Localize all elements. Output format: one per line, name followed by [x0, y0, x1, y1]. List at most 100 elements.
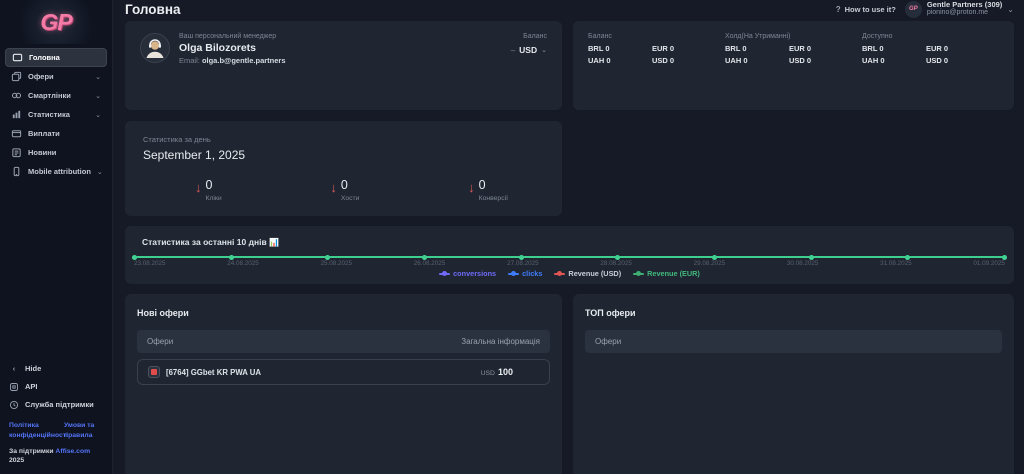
support-button[interactable]: Служба підтримки: [9, 396, 103, 414]
main-content: Головна ? How to use it? GP Gentle Partn…: [113, 0, 1024, 474]
sidebar-footer: ‹ Hide API Служба підтримки Політика кон…: [0, 360, 112, 474]
logo-text: GP: [40, 8, 72, 35]
account-avatar: GP: [904, 0, 922, 18]
balance-value: UAH 0: [725, 56, 748, 66]
sidebar-item-label: Смартлінки: [28, 91, 71, 100]
offer-row[interactable]: [6764] GGbet KR PWA UA USD 100: [137, 359, 550, 386]
question-icon: ?: [835, 4, 841, 14]
metric-conversions: ↓ 0 Конверсії: [468, 178, 508, 202]
support-label: Служба підтримки: [25, 400, 94, 410]
api-button[interactable]: API: [9, 378, 103, 396]
metric-value: 0: [340, 178, 348, 193]
manager-role-label: Ваш персональний менеджер: [179, 33, 277, 41]
sidebar-item-home[interactable]: Головна: [5, 48, 107, 67]
trend-down-icon: ↓: [195, 180, 202, 196]
balance-value: USD 0: [789, 56, 812, 66]
chart-title: Статистика за останні 10 днів 📊: [142, 237, 280, 248]
affise-link[interactable]: Affise.com: [55, 447, 91, 455]
chevron-down-icon: ⌄: [96, 168, 103, 176]
x-axis-label: 27.08.2025: [507, 260, 539, 268]
balance-value: EUR 0: [789, 44, 812, 54]
metric-label: Кліки: [205, 195, 222, 203]
day-stats-date: September 1, 2025: [143, 148, 246, 163]
api-label: API: [25, 382, 38, 392]
sidebar-item-smartlinks[interactable]: Смартлінки ⌄: [5, 86, 107, 105]
manager-name: Olga Bilozorets: [179, 42, 257, 55]
metric-hosts: ↓ 0 Хости: [330, 178, 359, 202]
news-icon: [11, 147, 22, 158]
x-axis-label: 01.09.2025: [973, 260, 1005, 268]
legend-revenue-eur[interactable]: Revenue (EUR): [633, 269, 700, 278]
balance-value: EUR 0: [926, 44, 949, 54]
currency-selector[interactable]: – USD ⌄: [510, 45, 547, 56]
metric-value: 0: [205, 178, 213, 193]
line-chart-plot[interactable]: [132, 254, 1007, 260]
chevron-left-icon: ‹: [12, 364, 16, 374]
sidebar-item-news[interactable]: Новини: [5, 143, 107, 162]
offer-logo-icon: [148, 366, 160, 379]
sidebar-item-statistics[interactable]: Статистика ⌄: [5, 105, 107, 124]
day-stats-label: Статистика за день: [143, 135, 211, 145]
manager-avatar: [140, 33, 170, 64]
hold-group: Холд(На Утриманні) BRL 0 EUR 0 UAH 0 USD…: [725, 33, 862, 98]
balance-group-label: Холд(На Утриманні): [725, 33, 791, 41]
chart-emoji-icon: 📊: [269, 238, 280, 248]
x-axis-label: 28.08.2025: [600, 260, 632, 268]
sidebar-item-payouts[interactable]: Виплати: [5, 124, 107, 143]
wallet-icon: [11, 128, 22, 139]
x-axis-label: 31.08.2025: [880, 260, 912, 268]
account-email: pionino@proton.me: [926, 9, 989, 17]
hide-label: Hide: [25, 364, 42, 374]
legal-links: Політика конфіденційності Умови та прави…: [9, 421, 103, 441]
chevron-down-icon: ⌄: [95, 111, 101, 119]
hide-sidebar-button[interactable]: ‹ Hide: [9, 360, 103, 378]
new-offers-title: Нові офери: [137, 308, 189, 319]
legend-marker-icon: [633, 271, 645, 277]
offer-name: [6764] GGbet KR PWA UA: [166, 367, 262, 377]
how-to-use-button[interactable]: ? How to use it?: [835, 4, 896, 14]
chart-card: Статистика за останні 10 днів 📊: [125, 226, 1014, 285]
balance-value: EUR 0: [652, 44, 675, 54]
sidebar-nav: Головна Офери ⌄ Смартлінки ⌄ Ст: [0, 48, 112, 181]
balance-value: UAH 0: [862, 56, 885, 66]
balance-value: BRL 0: [588, 44, 610, 54]
chart-legend: conversions clicks Revenue (USD) Revenue…: [134, 269, 1005, 278]
day-stats-card: Статистика за день September 1, 2025 ↓ 0…: [125, 121, 562, 217]
x-axis-label: 26.08.2025: [413, 260, 446, 268]
balance-value: UAH 0: [588, 56, 611, 66]
x-axis-label: 23.08.2025: [134, 260, 166, 268]
account-name: Gentle Partners (309): [926, 0, 1003, 9]
sidebar-item-label: Головна: [29, 53, 60, 62]
api-icon: [9, 382, 19, 392]
balance-group: Баланс BRL 0 EUR 0 UAH 0 USD 0: [588, 33, 725, 98]
sidebar-item-label: Mobile attribution: [28, 167, 91, 176]
legend-clicks[interactable]: clicks: [508, 269, 542, 278]
legend-marker-icon: [554, 271, 566, 277]
manager-email: Email: olga.b@gentle.partners: [179, 56, 286, 66]
logo[interactable]: GP: [0, 0, 112, 44]
balance-label: Баланс: [523, 33, 547, 41]
sidebar-item-offers[interactable]: Офери ⌄: [5, 67, 107, 86]
chevron-down-icon: ⌄: [95, 92, 101, 100]
terms-link[interactable]: Умови та правила: [64, 421, 95, 439]
balance-value: USD 0: [652, 56, 675, 66]
column-offers: Офери: [147, 337, 174, 347]
chevron-down-icon: ⌄: [541, 47, 547, 55]
column-offers: Офери: [595, 337, 622, 347]
top-offers-title: ТОП офери: [585, 308, 636, 319]
top-offers-card: ТОП офери Офери: [573, 294, 1014, 474]
topbar: Головна ? How to use it? GP Gentle Partn…: [125, 0, 1014, 18]
sidebar-item-mobile-attribution[interactable]: Mobile attribution ⌄: [5, 162, 107, 181]
account-menu[interactable]: GP Gentle Partners (309) pionino@proton.…: [904, 0, 1014, 18]
metric-clicks: ↓ 0 Кліки: [195, 178, 222, 202]
bar-chart-icon: [11, 109, 22, 120]
legend-revenue-usd[interactable]: Revenue (USD): [554, 269, 621, 278]
sidebar-item-label: Офери: [28, 72, 54, 81]
legend-conversions[interactable]: conversions: [439, 269, 496, 278]
privacy-policy-link[interactable]: Політика конфіденційності: [9, 421, 69, 439]
column-general-info: Загальна інформація: [461, 337, 540, 347]
sidebar-item-label: Статистика: [28, 110, 70, 119]
headset-icon: [9, 400, 19, 410]
x-axis-label: 29.08.2025: [693, 260, 726, 268]
